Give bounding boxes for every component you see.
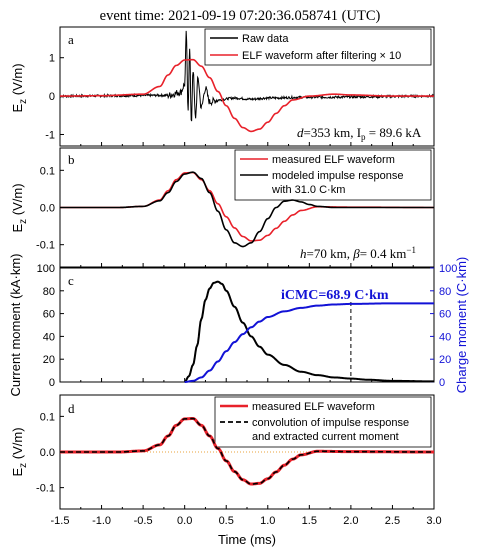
y-tick-label-left: 20 <box>43 354 55 366</box>
panel-c-letter: c <box>68 273 74 288</box>
svg-text:Ez (V/m): Ez (V/m) <box>10 63 29 112</box>
series-current-moment <box>184 280 434 383</box>
x-tick-label: 3.0 <box>426 515 441 527</box>
panel-c-ylabel-right: Charge moment (C·km) <box>454 257 469 394</box>
panel-c-ylabel-left: Current moment (kA·km) <box>8 253 23 396</box>
y-tick-label-left: 100 <box>37 263 55 275</box>
y-tick-label: -0.1 <box>36 240 55 252</box>
y-tick-label-left: 40 <box>43 331 55 343</box>
y-tick-label: 0.1 <box>40 411 55 423</box>
x-tick-label: 0.5 <box>219 515 234 527</box>
legend-label-modeled-cont: with 31.0 C·km <box>271 184 345 196</box>
panel-c-frame <box>59 267 435 383</box>
panel-b-letter: b <box>68 152 75 167</box>
legend-label-raw: Raw data <box>242 33 289 45</box>
legend-label-measured-d: measured ELF waveform <box>252 401 375 413</box>
y-tick-label: 0 <box>49 91 55 103</box>
series-modeled-impulse <box>60 171 434 248</box>
x-axis-label: Time (ms) <box>218 532 276 547</box>
y-tick-label: -0.1 <box>36 483 55 495</box>
panel-a-legend: Raw data ELF waveform after filtering × … <box>204 28 432 66</box>
legend-label-filtered: ELF waveform after filtering × 10 <box>242 50 401 62</box>
x-tick-label: 2.5 <box>385 515 400 527</box>
panel-b-ylabel: Ez (V/m) <box>10 183 29 232</box>
y-tick-label-right: 80 <box>439 286 451 298</box>
panel-d-ylabel: Ez (V/m) <box>10 427 29 476</box>
legend-label-convolution: convolution of impulse response <box>252 417 409 429</box>
y-tick-label: 0.1 <box>40 165 55 177</box>
y-tick-label-right: 60 <box>439 309 451 321</box>
y-tick-label: 0.0 <box>40 447 55 459</box>
x-tick-label: 0.0 <box>177 515 192 527</box>
panel-a-annotation: d=353 km, Ip = 89.6 kA <box>297 125 422 142</box>
x-tick-label: -0.5 <box>134 515 153 527</box>
legend-label-measured-b: measured ELF waveform <box>272 154 395 166</box>
series-convolution <box>60 417 434 485</box>
panel-d-legend: measured ELF waveform convolution of imp… <box>214 396 432 448</box>
series-charge-moment <box>184 302 434 383</box>
panel-a-ylabel: Ez (V/m) <box>10 63 29 112</box>
y-tick-label-left: 0 <box>49 377 55 389</box>
y-tick-label-right: 100 <box>439 263 457 275</box>
x-tick-label: 2.0 <box>343 515 358 527</box>
y-tick-label: -1 <box>45 129 55 141</box>
panel-c-annotation: iCMC=68.9 C·km <box>281 288 389 303</box>
y-tick-label-right: 20 <box>439 354 451 366</box>
y-tick-label-right: 40 <box>439 331 451 343</box>
svg-text:Ez (V/m): Ez (V/m) <box>10 183 29 232</box>
panel-b-annotation: h=70 km, β= 0.4 km−1 <box>300 245 416 261</box>
series-elf-filtered <box>60 58 434 133</box>
y-tick-label-left: 80 <box>43 286 55 298</box>
x-tick-label: -1.0 <box>92 515 111 527</box>
y-tick-label-left: 60 <box>43 309 55 321</box>
figure-title: event time: 2021-09-19 07:20:36.058741 (… <box>100 8 381 24</box>
panel-d-letter: d <box>68 401 75 416</box>
y-tick-label: 1 <box>49 53 55 65</box>
legend-label-modeled: modeled impulse response <box>272 170 403 182</box>
legend-label-convolution-cont: and extracted current moment <box>252 431 399 443</box>
y-tick-label: 0.0 <box>40 203 55 215</box>
x-tick-label: 1.0 <box>260 515 275 527</box>
svg-text:Ez (V/m): Ez (V/m) <box>10 427 29 476</box>
series-raw-data <box>59 30 435 122</box>
y-tick-label-right: 0 <box>439 377 445 389</box>
panel-a-letter: a <box>68 32 74 47</box>
x-tick-label: 1.5 <box>302 515 317 527</box>
x-tick-label: -1.5 <box>51 515 70 527</box>
panel-b-legend: measured ELF waveform modeled impulse re… <box>234 149 432 201</box>
